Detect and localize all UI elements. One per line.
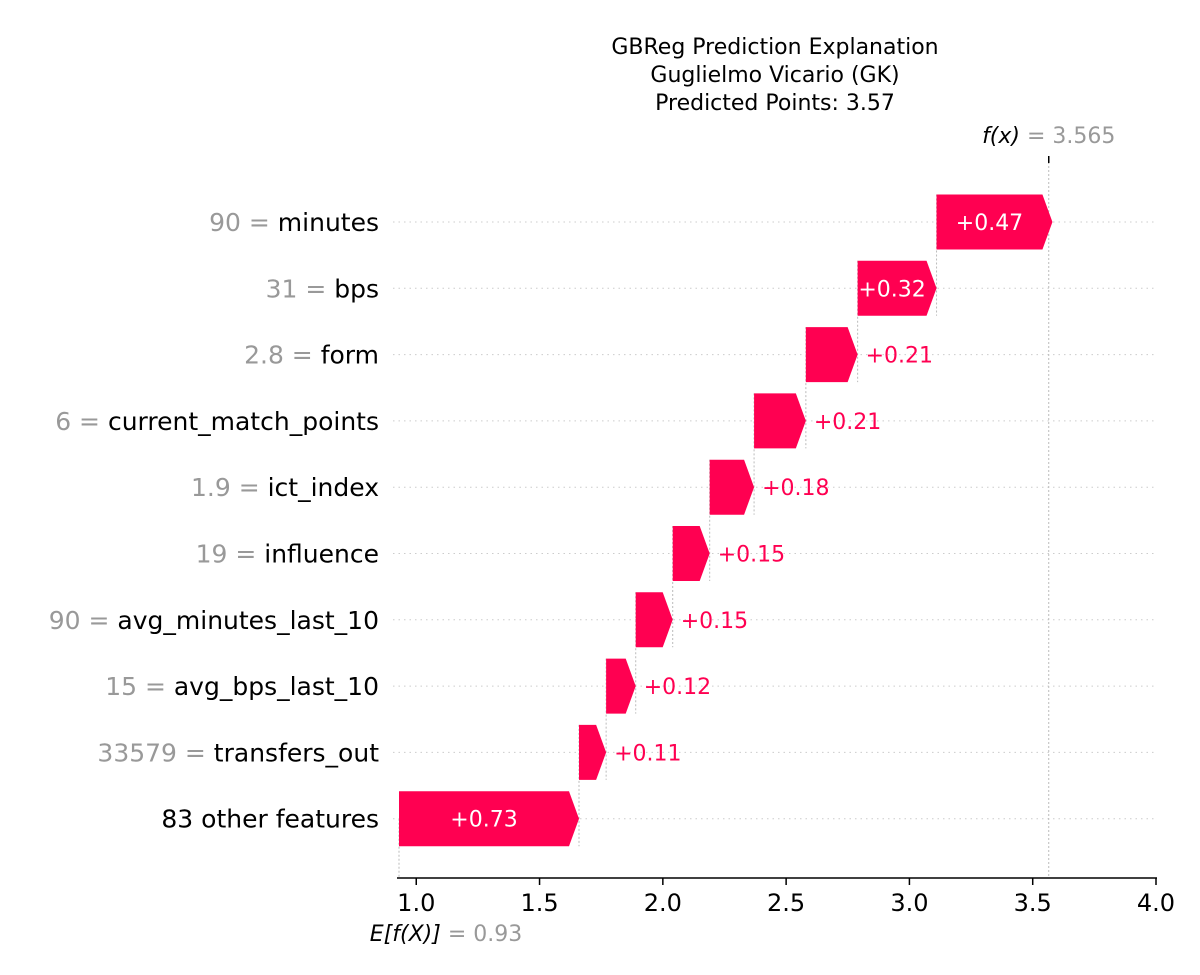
x-axis: 1.0 1.5 2.0 2.5 3.0 3.5 4.0	[397, 877, 1175, 917]
chart-title: GBReg Prediction Explanation Guglielmo Vi…	[611, 35, 938, 116]
annotations: f(x) = 3.565 E[f(X)] = 0.93	[370, 124, 1116, 947]
feature-name: current_match_points	[108, 407, 379, 436]
title-line-1: GBReg Prediction Explanation	[611, 35, 938, 60]
feature-label: 1.9 = ict_index	[191, 473, 379, 502]
feature-label: 90 = minutes	[209, 208, 379, 237]
x-tick-label: 3.5	[1014, 889, 1052, 917]
base-value: = 0.93	[441, 922, 522, 947]
feature-value: 90 =	[209, 208, 278, 237]
bar-ict-index	[709, 459, 755, 515]
feature-name: 83 other features	[161, 805, 379, 834]
bar-minutes	[936, 194, 1053, 250]
x-tick-label: 1.5	[520, 889, 558, 917]
x-tick-label: 3.0	[890, 889, 928, 917]
feature-value: 90 =	[49, 606, 118, 635]
feature-value: 19 =	[196, 540, 265, 569]
feature-value: 2.8 =	[244, 341, 321, 370]
bar-value-label: +0.15	[718, 543, 785, 568]
bar-value-label: +0.11	[614, 741, 681, 766]
bar-value-label: +0.21	[814, 410, 881, 435]
fx-label: f(x)	[982, 124, 1020, 149]
feature-label: 19 = influence	[196, 540, 379, 569]
base-annotation: E[f(X)] = 0.93	[370, 922, 522, 947]
bar-value-label: +0.47	[956, 211, 1023, 236]
bars: +0.47 +0.32 +0.21 +0.21 +0.18 +0.15 +0.15 +0.12…	[399, 194, 1053, 847]
feature-name: influence	[264, 540, 379, 569]
bar-form	[805, 327, 858, 383]
x-tick-label: 2.0	[644, 889, 682, 917]
title-line-3: Predicted Points: 3.57	[655, 91, 895, 116]
feature-label: 15 = avg_bps_last_10	[105, 672, 379, 701]
feature-label: 83 other features	[161, 805, 379, 834]
bar-value-label: +0.15	[681, 609, 748, 634]
feature-name: avg_minutes_last_10	[117, 606, 379, 635]
guide-lines	[398, 158, 1050, 878]
feature-value: 15 =	[105, 672, 174, 701]
feature-label: 90 = avg_minutes_last_10	[49, 606, 379, 635]
bar-value-label: +0.21	[866, 344, 933, 369]
feature-label: 6 = current_match_points	[55, 407, 379, 436]
feature-value: 6 =	[55, 407, 108, 436]
bar-transfers-out	[579, 724, 607, 780]
x-tick-label: 1.0	[397, 889, 435, 917]
feature-name: ict_index	[268, 473, 379, 502]
bar-value-label: +0.32	[858, 277, 925, 302]
bar-83-other-features	[399, 791, 580, 847]
feature-value: 33579 =	[97, 738, 213, 767]
feature-name: bps	[334, 274, 379, 303]
feature-value: 31 =	[266, 274, 335, 303]
x-tick-label: 2.5	[767, 889, 805, 917]
feature-labels: 90 = minutes 31 = bps 2.8 = form 6 = curren…	[49, 208, 379, 834]
bar-influence	[672, 526, 710, 581]
bar-current-match-points	[754, 393, 806, 449]
feature-label: 31 = bps	[266, 274, 379, 303]
feature-label: 2.8 = form	[244, 341, 379, 370]
fx-annotation: f(x) = 3.565	[982, 124, 1115, 149]
feature-name: avg_bps_last_10	[174, 672, 379, 701]
base-label: E[f(X)]	[370, 922, 441, 947]
feature-name: minutes	[278, 208, 379, 237]
bar-value-label: +0.73	[450, 808, 517, 833]
feature-label: 33579 = transfers_out	[97, 738, 379, 767]
title-line-2: Guglielmo Vicario (GK)	[650, 63, 899, 88]
x-tick-label: 4.0	[1137, 889, 1175, 917]
bar-avg-bps-last-10	[606, 658, 636, 714]
feature-name: form	[321, 341, 379, 370]
feature-value: 1.9 =	[191, 473, 268, 502]
bar-bps	[857, 260, 937, 316]
row-gridlines	[393, 221, 1156, 820]
feature-name: transfers_out	[214, 738, 379, 767]
fx-value: = 3.565	[1020, 124, 1115, 149]
bar-value-label: +0.12	[644, 675, 711, 700]
bar-avg-minutes-last-10	[635, 592, 673, 648]
bar-value-label: +0.18	[762, 476, 829, 501]
